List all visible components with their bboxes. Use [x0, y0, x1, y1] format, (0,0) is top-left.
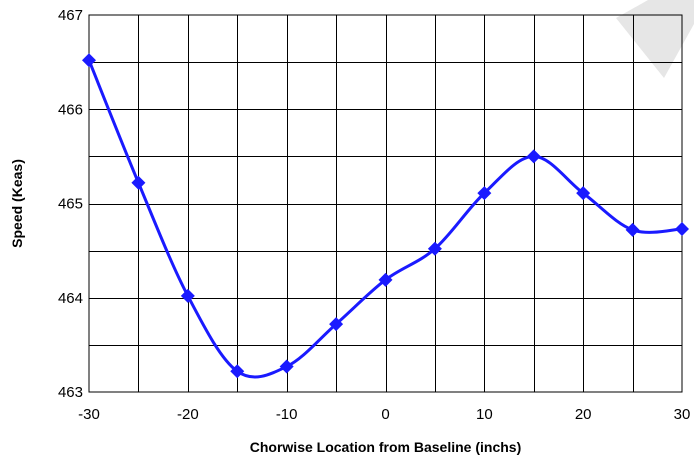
data-point-marker [526, 149, 541, 164]
x-axis-tick-labels: -30 -20 -10 0 10 20 30 [78, 406, 690, 423]
data-point-marker [180, 288, 195, 303]
data-point-marker [230, 364, 245, 379]
data-point-marker [329, 317, 344, 332]
x-tick-label: -30 [78, 406, 100, 423]
data-point-marker [279, 359, 294, 374]
y-tick-label: 463 [58, 384, 83, 401]
data-point-marker [378, 272, 393, 287]
data-point-marker [131, 175, 146, 190]
y-tick-label: 465 [58, 196, 83, 213]
x-axis-title: Chorwise Location from Baseline (inchs) [250, 439, 522, 455]
x-tick-label: 10 [476, 406, 493, 423]
watermark-shape [616, 0, 694, 78]
x-tick-label: 20 [575, 406, 592, 423]
plot-area-frame [88, 14, 683, 393]
series-layer [82, 53, 689, 379]
y-axis-tick-labels: 463 464 465 466 467 [58, 7, 83, 401]
watermark-corner [616, 0, 694, 78]
data-point-marker [576, 186, 591, 201]
y-tick-label: 464 [58, 290, 83, 307]
x-tick-label: -20 [177, 406, 199, 423]
y-axis-title: Speed (Keas) [9, 159, 25, 248]
x-tick-label: -10 [276, 406, 298, 423]
data-point-marker [477, 186, 492, 201]
y-tick-label: 467 [58, 7, 83, 24]
x-tick-label: 30 [674, 406, 691, 423]
y-tick-label: 466 [58, 101, 83, 118]
data-point-marker [625, 222, 640, 237]
data-point-marker [675, 221, 689, 236]
grid [89, 15, 682, 392]
x-tick-label: 0 [381, 406, 389, 423]
data-point-marker [427, 241, 442, 256]
data-point-marker [82, 53, 96, 68]
series-line [87, 58, 684, 379]
